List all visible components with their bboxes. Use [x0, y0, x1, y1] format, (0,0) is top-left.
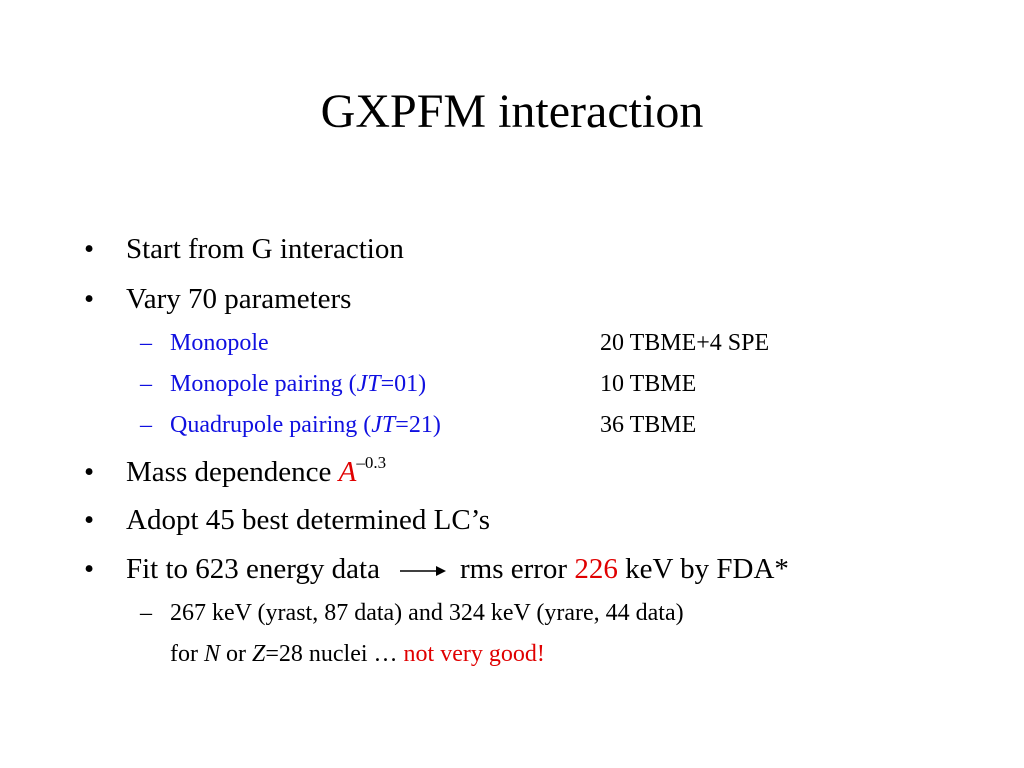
dash-icon: – [140, 600, 152, 626]
right-arrow-icon [399, 566, 446, 577]
dash-icon: – [140, 371, 152, 397]
bullet-icon: • [84, 283, 95, 315]
param-monopole: – Monopole [140, 330, 269, 356]
param-monopole-pairing: – Monopole pairing (JT=01) [140, 371, 427, 397]
bullet-adopt-lcs: • Adopt 45 best determined LC’s [84, 504, 491, 536]
dash-icon: – [140, 412, 152, 438]
slide-title: GXPFM interaction [320, 85, 704, 138]
bullet-start-from: • Start from G interaction [84, 233, 404, 265]
bullet-mass-dependence: • Mass dependence A–0.3 [84, 453, 387, 488]
note-rms-details: –267 keV (yrast, 87 data) and 324 keV (y… [140, 600, 684, 626]
dash-icon: – [140, 330, 152, 356]
bullet-icon: • [84, 504, 95, 536]
bullet-fit-energy-data: • Fit to 623 energy data rms error 226 ke… [84, 553, 789, 585]
param-quadrupole-pairing: – Quadrupole pairing (JT=21) [140, 412, 441, 438]
bullet-icon: • [84, 553, 95, 585]
bullet-icon: • [84, 233, 95, 265]
bullet-vary-parameters: • Vary 70 parameters [84, 283, 352, 315]
param-quadrupole-pairing-value: 36 TBME [600, 412, 697, 438]
bullet-icon: • [84, 456, 95, 488]
param-monopole-value: 20 TBME+4 SPE [600, 330, 770, 356]
note-nuclei: for N or Z=28 nuclei … not very good! [170, 641, 545, 667]
param-monopole-pairing-value: 10 TBME [600, 371, 697, 397]
